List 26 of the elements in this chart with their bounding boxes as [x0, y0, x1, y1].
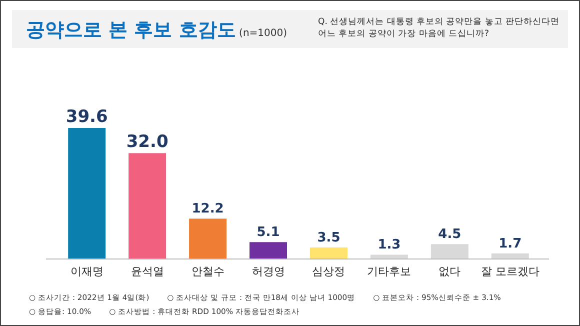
x-tick-label: 윤석열: [130, 265, 164, 278]
x-tick-label: 허경영: [252, 265, 285, 278]
chart-subtitle: (n=1000): [238, 28, 288, 39]
x-tick-label: 이재명: [70, 265, 104, 278]
bar: [68, 128, 106, 259]
bar: [189, 218, 227, 259]
data-label: 5.1: [256, 225, 280, 240]
data-label: 1.3: [378, 238, 401, 253]
bar: [430, 244, 468, 259]
bar: [250, 242, 288, 259]
x-tick-label: 기타후보: [367, 265, 412, 278]
chart-title: 공약으로 본 후보 호감도: [26, 19, 236, 41]
data-label: 4.5: [438, 227, 462, 242]
x-tick-label: 안철수: [191, 265, 224, 278]
bar: [128, 153, 166, 259]
bar: [310, 247, 348, 259]
data-label: 3.5: [317, 230, 340, 246]
x-tick-label: 심상정: [312, 265, 346, 278]
data-label: 12.2: [192, 202, 224, 217]
data-label: 1.7: [498, 236, 522, 252]
data-label: 32.0: [126, 132, 168, 152]
text: Q. 선생님께서는 대통령 후보의 공약만을 놓고 판단하신다면 어느 후보의 공약이 가장 마음에 드십니까?: [318, 16, 561, 40]
x-tick-label: 잘 모르겠다: [480, 265, 540, 278]
data-label: 39.6: [66, 107, 108, 127]
bar: [370, 254, 408, 259]
x-tick-label: 없다: [438, 265, 461, 278]
